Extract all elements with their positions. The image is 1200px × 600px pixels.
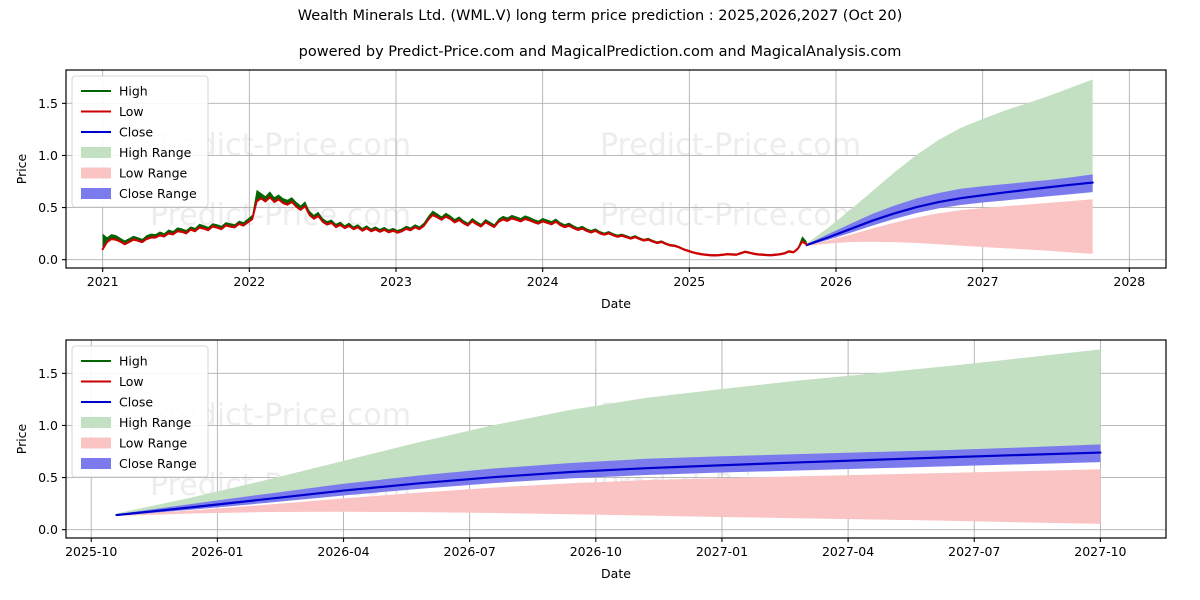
x-axis-title: Date [601, 296, 631, 310]
low-range-band [806, 199, 1093, 254]
x-tick-label: 2027-10 [1074, 544, 1126, 559]
x-tick-label: 2024 [527, 274, 559, 289]
x-tick-label: 2027-07 [948, 544, 1000, 559]
close-range-band [116, 444, 1101, 516]
legend-item-label: High [119, 354, 148, 369]
low-range-band [116, 469, 1101, 524]
high-range-band [806, 79, 1093, 245]
y-tick-label: 0.5 [38, 200, 58, 215]
x-tick-label: 2028 [1113, 274, 1145, 289]
close-range-band [806, 174, 1093, 246]
chart-legend: High Low Close High Range Low Range Close Ran… [71, 75, 209, 208]
x-tick-label: 2026-10 [570, 544, 622, 559]
figure-subtitle: powered by Predict-Price.com and Magical… [298, 44, 902, 60]
x-tick-label: 2026-07 [444, 544, 496, 559]
legend-item-label: Low [119, 374, 144, 389]
watermark-text: Predict-Price.com [600, 128, 861, 163]
x-tick-label: 2027-01 [696, 544, 748, 559]
high-range-band [116, 349, 1101, 515]
top-chart-panel: Predict-Price.com Predict-Price.comPredic… [14, 69, 1167, 310]
y-axis-title: Price [14, 153, 29, 184]
legend-patch-swatch [81, 417, 111, 428]
x-tick-label: 2026-04 [317, 544, 369, 559]
figure-title: Wealth Minerals Ltd. (WML.V) long term p… [297, 8, 903, 24]
y-axis-ticks: 0.0 0.5 1.0 1.5 [38, 366, 66, 537]
y-tick-label: 1.5 [38, 96, 58, 111]
plot-border [65, 339, 1167, 539]
legend-patch-swatch [81, 167, 111, 179]
x-tick-label: 2025 [673, 274, 705, 289]
legend-patch-swatch [81, 458, 111, 469]
history-high-area [102, 189, 807, 256]
axes-frame [65, 69, 1167, 269]
close-line [115, 451, 1102, 517]
legend-item-label: Close [119, 395, 153, 410]
legend-item-label: Close [119, 125, 153, 140]
chart-legend: High Low Close High Range Low Range Close Ran… [71, 345, 209, 478]
y-axis-title: Price [14, 423, 29, 454]
legend-patch-swatch [81, 188, 111, 199]
axes-frame [65, 339, 1167, 539]
x-tick-label: 2021 [87, 274, 119, 289]
legend-patch-swatch [81, 437, 111, 449]
watermark-text: Predict-Price.com [600, 198, 861, 233]
y-tick-label: 0.0 [38, 252, 58, 267]
x-tick-label: 2027-04 [822, 544, 874, 559]
plot-series [115, 349, 1102, 524]
legend-item-label: Close Range [119, 186, 197, 201]
x-tick-label: 2027 [967, 274, 999, 289]
legend-item-label: High Range [119, 415, 192, 430]
legend-item-label: High Range [119, 145, 192, 160]
close-line [805, 181, 1094, 247]
legend-item-label: Low Range [119, 436, 188, 451]
y-tick-label: 0.5 [38, 470, 58, 485]
y-tick-label: 0.0 [38, 522, 58, 537]
x-tick-label: 2022 [233, 274, 265, 289]
y-tick-label: 1.0 [38, 148, 58, 163]
legend-item-label: High [119, 84, 148, 99]
y-tick-label: 1.5 [38, 366, 58, 381]
x-tick-label: 2026 [820, 274, 852, 289]
y-tick-label: 1.0 [38, 418, 58, 433]
bottom-chart-panel: Predict-Price.comPredict-Price.comPredic… [14, 339, 1167, 581]
plot-series [101, 79, 1094, 257]
legend-item-label: Low Range [119, 166, 188, 181]
x-tick-label: 2026-01 [191, 544, 243, 559]
legend-patch-swatch [81, 147, 111, 158]
x-axis-ticks: 2025-10 2026-01 2026-04 2026-07 2026-10 2027-… [65, 538, 1127, 559]
y-axis-ticks: 0.0 0.5 1.0 1.5 [38, 96, 66, 267]
x-tick-label: 2023 [380, 274, 412, 289]
x-axis-ticks: 2021 2022 2023 2024 2025 2026 2027 2028 [87, 268, 1145, 289]
legend-item-label: Low [119, 104, 144, 119]
x-axis-title: Date [601, 566, 631, 581]
low-line [101, 196, 808, 257]
plot-border [65, 69, 1167, 269]
x-tick-label: 2025-10 [65, 544, 117, 559]
legend-item-label: Close Range [119, 456, 197, 471]
